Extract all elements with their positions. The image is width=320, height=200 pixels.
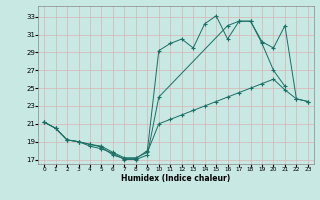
X-axis label: Humidex (Indice chaleur): Humidex (Indice chaleur) — [121, 174, 231, 183]
